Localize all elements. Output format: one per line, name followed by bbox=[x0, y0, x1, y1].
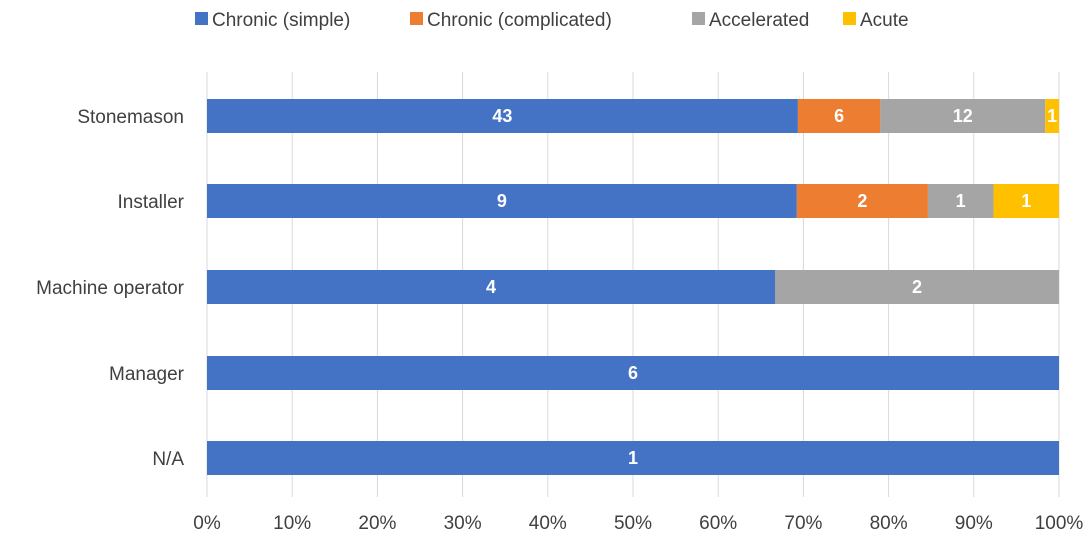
bar-value-label: 1 bbox=[1021, 191, 1031, 211]
bar-segment bbox=[207, 270, 775, 304]
category-label: N/A bbox=[152, 449, 184, 470]
x-tick-label: 40% bbox=[529, 513, 567, 534]
category-label: Manager bbox=[109, 364, 185, 385]
x-tick-label: 60% bbox=[699, 513, 737, 534]
x-tick-label: 10% bbox=[273, 513, 311, 534]
x-tick-label: 70% bbox=[784, 513, 822, 534]
bar-segment bbox=[207, 441, 1059, 475]
x-tick-label: 90% bbox=[955, 513, 993, 534]
bar-segment bbox=[207, 356, 1059, 390]
x-tick-label: 0% bbox=[193, 513, 221, 534]
legend-swatch bbox=[692, 12, 705, 25]
bar-value-label: 2 bbox=[857, 191, 867, 211]
bar-segment bbox=[993, 184, 1059, 218]
bar-value-label: 43 bbox=[492, 106, 512, 126]
legend: Chronic (simple) Chronic (complicated) Acc… bbox=[195, 10, 909, 31]
bar-segment bbox=[796, 184, 928, 218]
x-tick-label: 100% bbox=[1035, 513, 1084, 534]
legend-label: Chronic (complicated) bbox=[427, 10, 612, 31]
bars bbox=[207, 99, 1059, 475]
x-tick-label: 80% bbox=[870, 513, 908, 534]
bar-value-label: 9 bbox=[497, 191, 507, 211]
bar-value-label: 1 bbox=[956, 191, 966, 211]
data-labels: 43 6 12 1 9 2 1 1 4 2 6 1 bbox=[486, 106, 1057, 468]
legend-label: Accelerated bbox=[709, 10, 809, 31]
legend-swatch bbox=[195, 12, 208, 25]
legend-swatch bbox=[410, 12, 423, 25]
bar-segment bbox=[207, 184, 797, 218]
bar-value-label: 1 bbox=[1047, 106, 1057, 126]
legend-label: Chronic (simple) bbox=[212, 10, 350, 31]
bar-value-label: 2 bbox=[912, 277, 922, 297]
value-axis: 0% 10% 20% 30% 40% 50% 60% 70% 80% 90% 100% bbox=[193, 513, 1083, 534]
bar-value-label: 6 bbox=[834, 106, 844, 126]
bar-segment bbox=[797, 99, 881, 133]
bar-value-label: 1 bbox=[628, 448, 638, 468]
bar-segment bbox=[207, 99, 798, 133]
category-label: Stonemason bbox=[77, 107, 184, 128]
bar-value-label: 12 bbox=[953, 106, 973, 126]
category-label: Installer bbox=[117, 192, 184, 213]
x-tick-label: 20% bbox=[358, 513, 396, 534]
category-axis: Stonemason Installer Machine operator Manag… bbox=[36, 107, 185, 470]
x-tick-label: 50% bbox=[614, 513, 652, 534]
legend-label: Acute bbox=[860, 10, 909, 31]
bar-segment bbox=[880, 99, 1046, 133]
category-label: Machine operator bbox=[36, 278, 185, 299]
bar-value-label: 4 bbox=[486, 277, 496, 297]
x-tick-label: 30% bbox=[444, 513, 482, 534]
bar-segment bbox=[1045, 99, 1059, 133]
legend-swatch bbox=[843, 12, 856, 25]
bar-segment bbox=[927, 184, 994, 218]
bar-value-label: 6 bbox=[628, 363, 638, 383]
bar-segment bbox=[775, 270, 1059, 304]
